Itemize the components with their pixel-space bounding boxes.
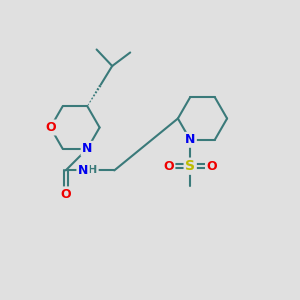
Text: N: N — [185, 133, 195, 146]
Text: O: O — [163, 160, 174, 173]
Text: N: N — [78, 164, 88, 177]
Text: N: N — [82, 142, 92, 155]
Text: O: O — [60, 188, 71, 201]
Text: O: O — [45, 121, 56, 134]
Text: S: S — [185, 159, 195, 173]
Text: H: H — [88, 165, 97, 176]
Text: O: O — [206, 160, 217, 173]
